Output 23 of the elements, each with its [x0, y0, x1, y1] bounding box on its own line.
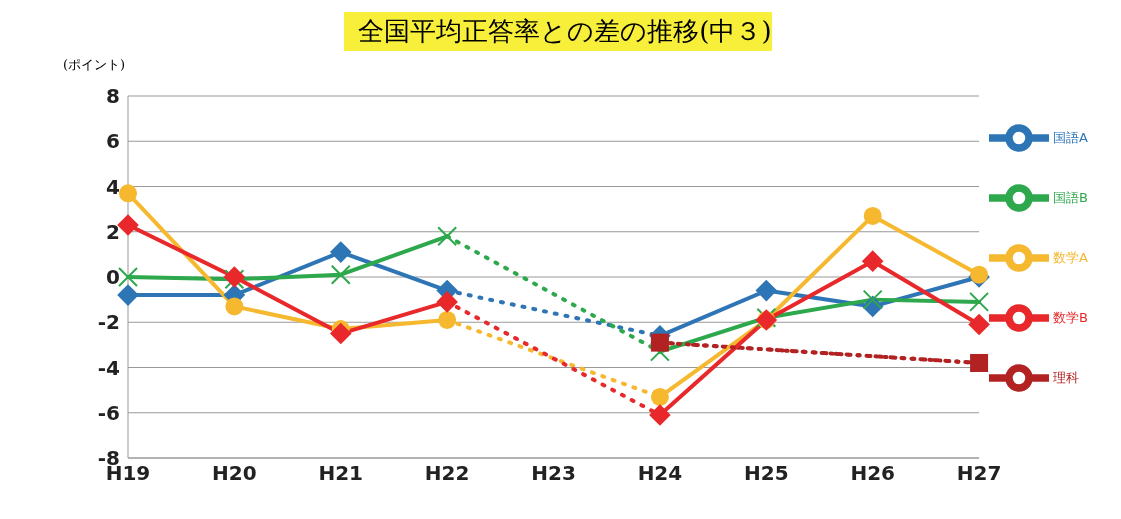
y-tick-label: 6	[106, 129, 120, 154]
y-tick-label: 4	[106, 174, 120, 199]
x-tick-label: H26	[850, 461, 895, 486]
x-tick-label: H27	[956, 461, 1002, 486]
y-tick-label: -2	[97, 310, 120, 335]
legend-label: 国語B	[1053, 189, 1088, 205]
x-tick-label: H24	[637, 461, 683, 486]
y-axis-title: (ポイント)	[63, 56, 126, 74]
legend-label: 数学A	[1053, 249, 1088, 265]
x-tick-label: H20	[212, 461, 257, 486]
x-tick-label: H21	[318, 461, 364, 486]
legend-label: 理科	[1053, 369, 1080, 385]
x-tick-label: H23	[531, 461, 576, 486]
y-tick-label: -6	[97, 400, 120, 425]
y-tick-label: -4	[97, 355, 120, 380]
chart-title: 全国平均正答率との差の推移(中３)	[344, 12, 772, 51]
y-tick-label: 2	[106, 219, 120, 244]
legend-label: 数学B	[1053, 309, 1088, 325]
x-tick-label: H22	[424, 461, 470, 486]
y-tick-label: 8	[106, 84, 120, 109]
x-tick-label: H25	[744, 461, 789, 486]
legend-label: 国語A	[1053, 129, 1088, 145]
y-tick-label: 0	[106, 265, 120, 290]
